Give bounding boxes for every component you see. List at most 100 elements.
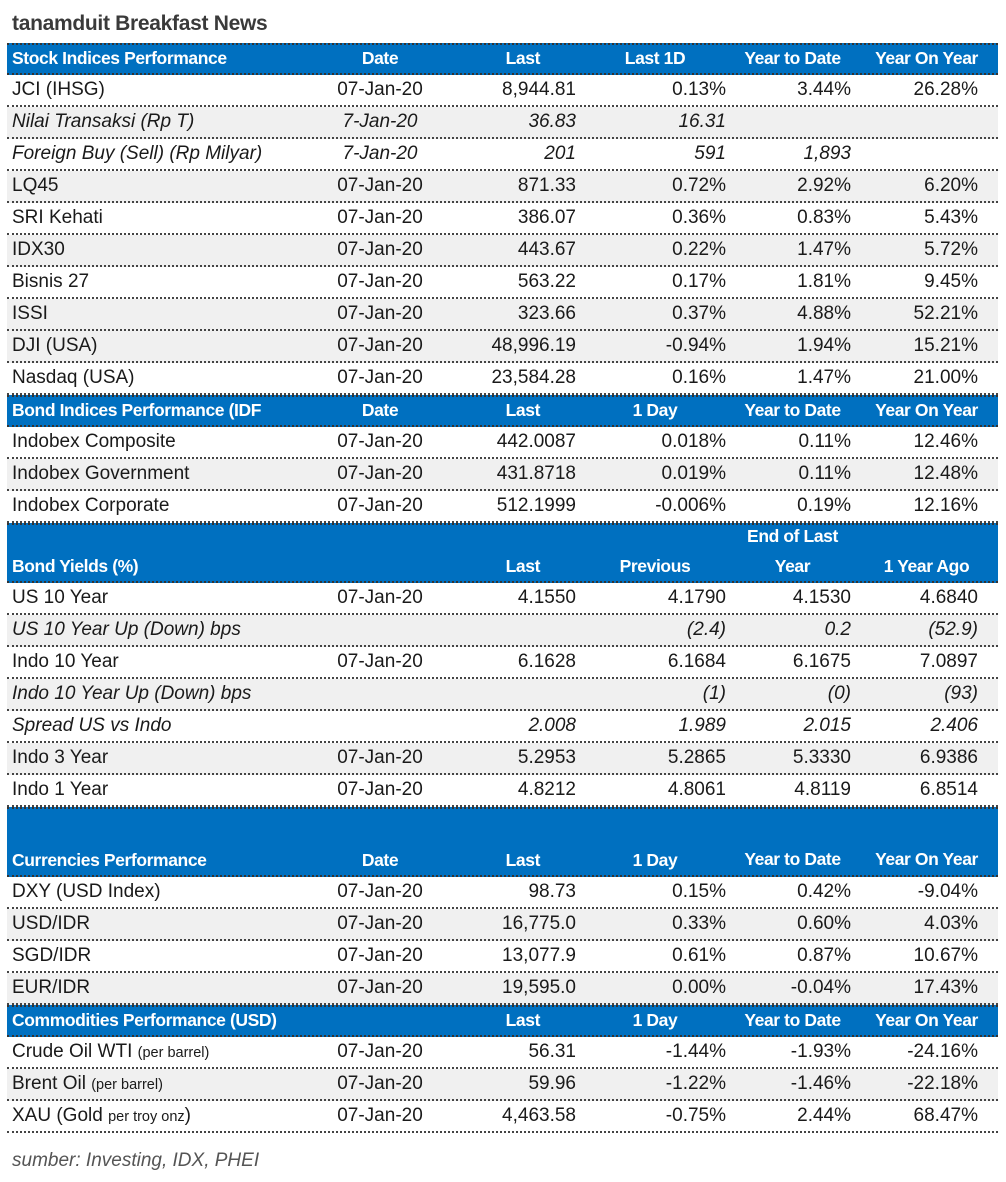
column-header: Last xyxy=(505,1010,541,1030)
cell-value: 07-Jan-20 xyxy=(337,79,423,100)
currencies-section: Currencies Performance Date Last 1 Day Year … xyxy=(7,807,998,1005)
table-row: SGD/IDR 07-Jan-20 13,077.9 0.61% 0.87% 10.67% xyxy=(7,941,998,973)
cell-value: 16,775.0 xyxy=(502,913,576,934)
cell-value: 0.018% xyxy=(661,431,726,452)
cell-value: 201 xyxy=(544,143,576,164)
cell-value: 431.8718 xyxy=(496,463,576,484)
cell-value: 0.2 xyxy=(824,619,851,640)
cell-value: 36.83 xyxy=(528,111,576,132)
cell-value: 6.1628 xyxy=(517,651,576,672)
row-label: Indo 3 Year xyxy=(12,747,109,768)
cell-value: 0.17% xyxy=(672,271,726,292)
cell-value: 4.1550 xyxy=(517,587,576,608)
row-label: Indobex Government xyxy=(12,463,190,484)
cell-value: 6.1675 xyxy=(792,651,851,672)
cell-value: 0.15% xyxy=(672,881,726,902)
section-header: Commodities Performance (USD) Last 1 Day Ye… xyxy=(7,1005,998,1037)
cell-value: 323.66 xyxy=(517,303,576,324)
table-row: DXY (USD Index) 07-Jan-20 98.73 0.15% 0.42% -… xyxy=(7,877,998,909)
cell-value: 10.67% xyxy=(913,945,978,966)
column-header: Date xyxy=(361,48,399,68)
cell-value: 68.47% xyxy=(913,1105,978,1126)
column-header: Year On Year xyxy=(875,1010,978,1030)
table-row: ISSI 07-Jan-20 323.66 0.37% 4.88% 52.21% xyxy=(7,299,998,331)
cell-value: -9.04% xyxy=(917,881,978,902)
column-header: Year On Year xyxy=(875,48,978,68)
cell-value: 0.36% xyxy=(672,207,726,228)
cell-value: 07-Jan-20 xyxy=(337,335,423,356)
column-header: Date xyxy=(361,400,399,420)
cell-value: 07-Jan-20 xyxy=(337,913,423,934)
column-header: Year to Date xyxy=(744,400,841,420)
section-title: Commodities Performance (USD) xyxy=(12,1010,277,1030)
column-header: Year On Year xyxy=(875,849,978,869)
cell-value: 591 xyxy=(694,143,726,164)
cell-value: 0.13% xyxy=(672,79,726,100)
row-label: IDX30 xyxy=(12,239,65,260)
section-header: Currencies Performance Date Last 1 Day Year … xyxy=(7,807,998,877)
cell-value: 2.92% xyxy=(797,175,851,196)
cell-value: 1.47% xyxy=(797,239,851,260)
cell-value: 1.81% xyxy=(797,271,851,292)
cell-value: 07-Jan-20 xyxy=(337,239,423,260)
section-header: Stock Indices Performance Date Last Last 1D… xyxy=(7,43,998,75)
cell-value: 4.8212 xyxy=(517,779,576,800)
table-row: Bisnis 27 07-Jan-20 563.22 0.17% 1.81% 9.45% xyxy=(7,267,998,299)
row-label: LQ45 xyxy=(12,175,59,196)
label-suffix: ) xyxy=(184,1105,191,1126)
table-row: US 10 Year Up (Down) bps (2.4) 0.2 (52.9) xyxy=(7,615,998,647)
section-header: Bond Indices Performance (IDF Date Last 1 D… xyxy=(7,395,998,427)
row-label: Indobex Corporate xyxy=(12,495,170,516)
cell-value: 7.0897 xyxy=(919,651,978,672)
cell-value: 4.88% xyxy=(797,303,851,324)
cell-value: 7-Jan-20 xyxy=(342,111,418,132)
cell-value: 6.1684 xyxy=(667,651,726,672)
table-row: Indo 3 Year 07-Jan-20 5.2953 5.2865 5.3330 6.… xyxy=(7,743,998,775)
cell-value: 0.87% xyxy=(797,945,851,966)
cell-value: 5.2865 xyxy=(667,747,726,768)
cell-value: -1.44% xyxy=(665,1041,726,1062)
row-label: Foreign Buy (Sell) (Rp Milyar) xyxy=(12,143,263,164)
row-label: XAU (Gold per troy onz) xyxy=(7,1105,305,1127)
cell-value: 07-Jan-20 xyxy=(337,1041,423,1062)
cell-value: 512.1999 xyxy=(496,495,576,516)
cell-value: 5.43% xyxy=(924,207,978,228)
cell-value: 07-Jan-20 xyxy=(337,977,423,998)
column-header: Year to Date xyxy=(744,1010,841,1030)
cell-value: 07-Jan-20 xyxy=(337,367,423,388)
table-row: IDX30 07-Jan-20 443.67 0.22% 1.47% 5.72% xyxy=(7,235,998,267)
section-title: Currencies Performance xyxy=(12,850,207,870)
cell-value: -0.75% xyxy=(665,1105,726,1126)
table-row: Indobex Corporate 07-Jan-20 512.1999 -0.006… xyxy=(7,491,998,523)
section-title: Bond Indices Performance (IDF xyxy=(12,400,262,420)
row-label: USD/IDR xyxy=(12,913,91,934)
cell-value: 2.008 xyxy=(528,715,576,736)
row-label: Nilai Transaksi (Rp T) xyxy=(12,111,195,132)
cell-value: 07-Jan-20 xyxy=(337,881,423,902)
column-header xyxy=(305,525,455,581)
cell-value: -1.22% xyxy=(665,1073,726,1094)
page-title: tanamduit Breakfast News xyxy=(12,12,268,35)
bond-yields-section: Bond Yields (%) Last Previous End of Last Y… xyxy=(7,523,998,807)
cell-value: 4.6840 xyxy=(919,587,978,608)
cell-value: 0.42% xyxy=(797,881,851,902)
cell-value: 0.22% xyxy=(672,239,726,260)
cell-value: 6.9386 xyxy=(919,747,978,768)
table-row: Crude Oil WTI (per barrel) 07-Jan-20 56.31… xyxy=(7,1037,998,1069)
table-row: Brent Oil (per barrel) 07-Jan-20 59.96 -1.2… xyxy=(7,1069,998,1101)
cell-value: 0.16% xyxy=(672,367,726,388)
cell-value: 2.44% xyxy=(797,1105,851,1126)
cell-value: 07-Jan-20 xyxy=(337,431,423,452)
cell-value: 21.00% xyxy=(913,367,978,388)
column-header: 1 Year Ago xyxy=(883,556,970,576)
row-label: Indo 10 Year xyxy=(12,651,119,672)
row-label: Brent Oil (per barrel) xyxy=(7,1073,305,1095)
cell-value: -1.93% xyxy=(790,1041,851,1062)
column-header: 1 Day xyxy=(632,850,678,870)
column-header: 1 Day xyxy=(632,1010,678,1030)
cell-value: (93) xyxy=(944,683,978,704)
cell-value: 4.1790 xyxy=(667,587,726,608)
cell-value: 1.989 xyxy=(678,715,726,736)
cell-value: 6.8514 xyxy=(919,779,978,800)
row-label-text: Crude Oil WTI xyxy=(12,1041,133,1062)
